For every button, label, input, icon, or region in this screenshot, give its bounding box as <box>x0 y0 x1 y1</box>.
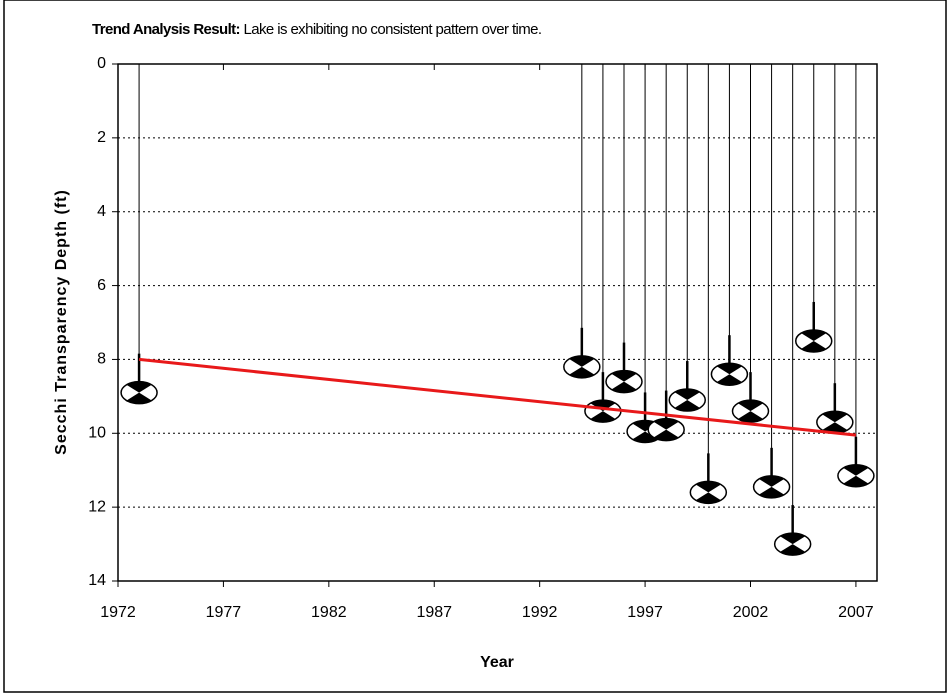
secchi-disk <box>816 64 854 434</box>
disk-wedge <box>569 366 595 378</box>
disk-wedge <box>716 374 743 386</box>
annotation-label: Trend Analysis Result: <box>92 21 240 38</box>
disk-wedge <box>843 464 869 476</box>
disk-wedge <box>758 486 785 498</box>
disk-wedge <box>822 411 848 423</box>
x-tick-label: 1992 <box>522 604 558 621</box>
y-tick-label: 2 <box>97 129 106 146</box>
y-tick-label: 8 <box>97 351 106 368</box>
disk-wedge <box>590 411 616 423</box>
y-tick-label: 6 <box>97 277 106 294</box>
disk-wedge <box>780 544 806 556</box>
secchi-disk <box>752 64 791 499</box>
disk-wedge <box>737 400 764 412</box>
disk-wedge <box>695 492 721 504</box>
x-tick-label: 2007 <box>838 604 874 621</box>
y-tick-label: 0 <box>97 55 106 72</box>
disk-wedge <box>653 429 679 441</box>
annotation-text: Lake is exhibiting no consistent pattern… <box>244 21 542 38</box>
frame <box>3 0 947 693</box>
secchi-disk <box>689 64 728 505</box>
disk-wedge <box>126 381 152 393</box>
disk-wedge <box>611 381 637 393</box>
disk-wedge <box>801 340 827 352</box>
disk-wedge <box>569 355 595 367</box>
secchi-disk <box>647 64 685 442</box>
disk-wedge <box>780 533 806 545</box>
disk-wedge <box>843 475 869 487</box>
x-axis-label: Year <box>480 654 514 671</box>
secchi-disk <box>773 64 812 556</box>
secchi-disk <box>795 64 833 353</box>
disk-wedge <box>611 370 637 382</box>
disk-wedge <box>758 475 785 487</box>
y-tick-label: 10 <box>88 425 106 442</box>
secchi-disk <box>120 64 158 405</box>
y-tick-label: 4 <box>97 203 106 220</box>
disk-wedge <box>716 363 743 375</box>
plot-frame <box>117 63 878 582</box>
x-tick-label: 2002 <box>733 604 769 621</box>
disk-wedge <box>695 481 721 493</box>
x-tick-label: 1982 <box>311 604 347 621</box>
annotation: Trend Analysis Result: Lake is exhibitin… <box>92 21 541 38</box>
y-axis-label: Secchi Transparency Depth (ft) <box>53 189 70 455</box>
disk-wedge <box>801 329 827 341</box>
disk-wedge <box>590 400 616 412</box>
secchi-disk <box>605 64 643 394</box>
y-tick-label: 14 <box>88 572 106 589</box>
x-tick-label: 1972 <box>100 604 136 621</box>
secchi-disk <box>731 64 770 423</box>
x-tick-label: 1977 <box>206 604 242 621</box>
disk-wedge <box>632 431 658 443</box>
secchi-disk <box>837 64 875 488</box>
secchi-disk <box>584 64 622 423</box>
trend-line <box>138 357 857 437</box>
x-tick-label: 1987 <box>416 604 452 621</box>
x-tick-label: 1997 <box>627 604 663 621</box>
disk-wedge <box>737 411 764 423</box>
secchi-disk <box>710 64 749 386</box>
disk-wedge <box>674 389 700 401</box>
secchi-disk <box>563 64 601 379</box>
disk-wedge <box>653 418 679 430</box>
secchi-disk <box>668 64 706 412</box>
disk-wedge <box>822 422 848 434</box>
disk-wedge <box>126 392 152 404</box>
disk-wedge <box>674 400 700 412</box>
y-tick-label: 12 <box>88 498 106 515</box>
